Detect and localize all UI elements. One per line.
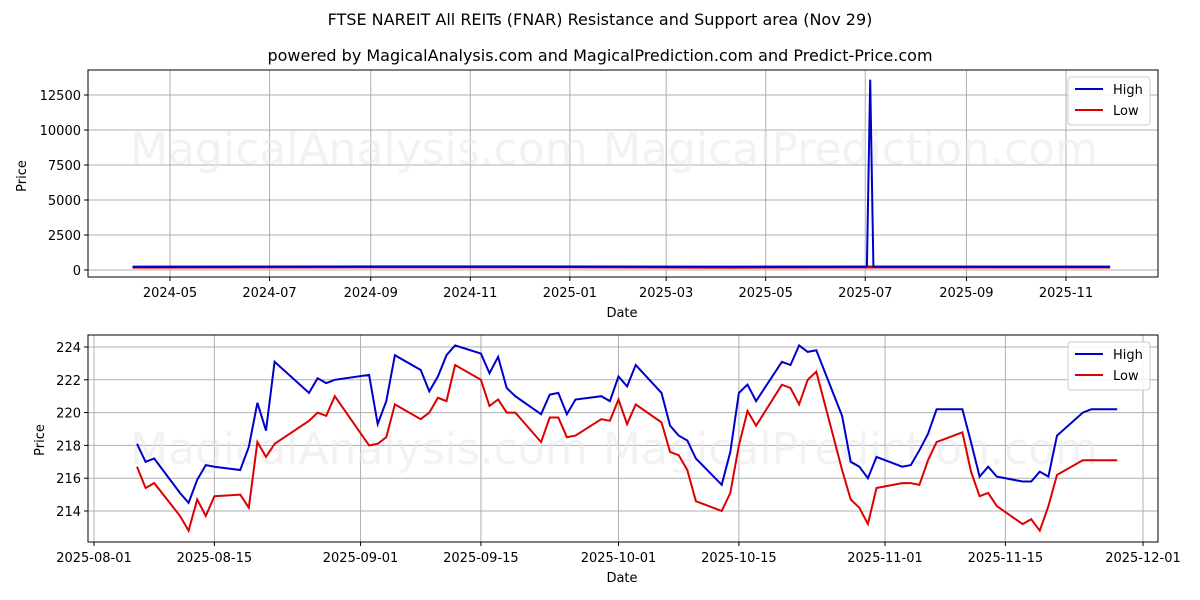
bottom-x-axis-label: Date (606, 571, 637, 586)
top-y-ticks: 0 2500 5000 7500 10000 12500 (40, 89, 88, 279)
y-tick-label: 224 (56, 341, 81, 356)
x-tick-label: 2025-09 (939, 286, 993, 301)
x-tick-label: 2025-08-01 (56, 551, 132, 566)
y-tick-label: 5000 (48, 194, 81, 209)
x-tick-label: 2024-09 (344, 286, 398, 301)
bottom-y-axis-label: Price (33, 424, 48, 456)
bottom-chart: MagicalAnalysis.com MagicalPrediction.co… (33, 335, 1181, 586)
y-tick-label: 2500 (48, 229, 81, 244)
x-tick-label: 2025-12-01 (1105, 551, 1181, 566)
legend-low-label: Low (1113, 104, 1139, 119)
top-y-axis-label: Price (15, 160, 30, 192)
x-tick-label: 2025-11-01 (847, 551, 923, 566)
y-tick-label: 10000 (40, 124, 81, 139)
x-tick-label: 2025-10-01 (581, 551, 657, 566)
legend-low-label: Low (1113, 369, 1139, 384)
y-tick-label: 12500 (40, 89, 81, 104)
chart-canvas: MagicalAnalysis.com MagicalPrediction.co… (0, 0, 1200, 600)
x-tick-label: 2024-07 (242, 286, 296, 301)
x-tick-label: 2024-11 (443, 286, 497, 301)
bottom-legend: High Low (1068, 342, 1150, 390)
top-x-ticks: 2024-05 2024-07 2024-09 2024-11 2025-01 2025-… (143, 277, 1093, 301)
legend-high-label: High (1113, 348, 1143, 363)
y-tick-label: 216 (56, 472, 81, 487)
x-tick-label: 2024-05 (143, 286, 197, 301)
x-tick-label: 2025-11 (1039, 286, 1093, 301)
x-tick-label: 2025-08-15 (177, 551, 253, 566)
x-tick-label: 2025-10-15 (701, 551, 777, 566)
y-tick-label: 218 (56, 439, 81, 454)
x-tick-label: 2025-09-01 (323, 551, 399, 566)
y-tick-label: 7500 (48, 159, 81, 174)
legend-high-label: High (1113, 83, 1143, 98)
top-watermark-2: MagicalPrediction.com (603, 124, 1098, 175)
top-legend: High Low (1068, 77, 1150, 125)
x-tick-label: 2025-07 (838, 286, 892, 301)
y-tick-label: 214 (56, 505, 81, 520)
top-watermark-1: MagicalAnalysis.com (130, 124, 588, 175)
x-tick-label: 2025-05 (739, 286, 793, 301)
x-tick-label: 2025-03 (639, 286, 693, 301)
x-tick-label: 2025-01 (543, 286, 597, 301)
top-x-axis-label: Date (606, 306, 637, 321)
x-tick-label: 2025-09-15 (443, 551, 519, 566)
y-tick-label: 0 (73, 264, 81, 279)
x-tick-label: 2025-11-15 (968, 551, 1044, 566)
bottom-y-ticks: 214 216 218 220 222 224 (56, 341, 88, 520)
bottom-watermark-2: MagicalPrediction.com (603, 424, 1098, 475)
y-tick-label: 220 (56, 407, 81, 422)
bottom-x-ticks: 2025-08-01 2025-08-15 2025-09-01 2025-09-15… (56, 542, 1181, 566)
y-tick-label: 222 (56, 374, 81, 389)
top-chart: MagicalAnalysis.com MagicalPrediction.co… (15, 70, 1158, 321)
